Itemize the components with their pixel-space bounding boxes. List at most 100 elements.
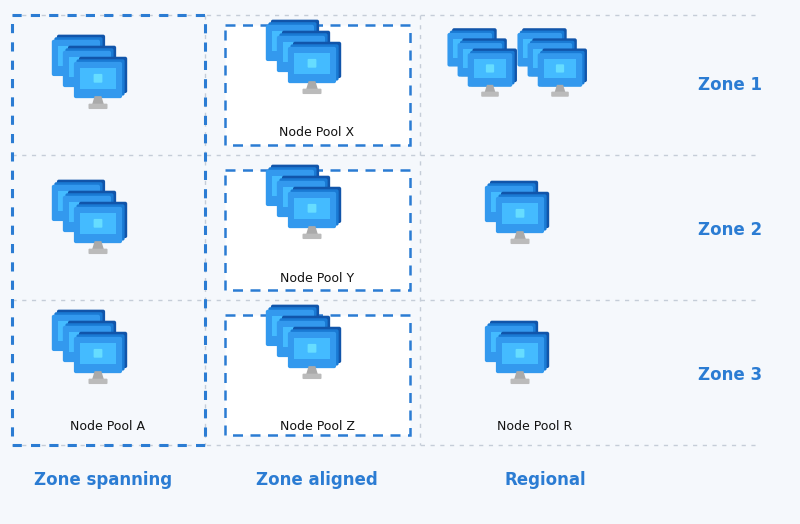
FancyBboxPatch shape (63, 51, 111, 87)
FancyBboxPatch shape (280, 212, 299, 217)
FancyBboxPatch shape (482, 92, 499, 97)
FancyBboxPatch shape (501, 332, 550, 368)
Polygon shape (284, 59, 296, 68)
FancyBboxPatch shape (94, 349, 102, 358)
FancyBboxPatch shape (272, 316, 308, 336)
Polygon shape (92, 241, 104, 249)
Polygon shape (306, 81, 318, 90)
FancyBboxPatch shape (272, 176, 308, 196)
FancyBboxPatch shape (68, 321, 116, 357)
FancyBboxPatch shape (77, 334, 125, 370)
FancyBboxPatch shape (536, 44, 544, 52)
Text: Zone 1: Zone 1 (698, 76, 762, 94)
Polygon shape (554, 85, 566, 93)
FancyBboxPatch shape (54, 312, 102, 348)
FancyBboxPatch shape (468, 53, 512, 87)
FancyBboxPatch shape (286, 182, 294, 191)
FancyBboxPatch shape (294, 53, 330, 73)
FancyBboxPatch shape (94, 74, 102, 83)
Bar (12, 15, 205, 445)
FancyBboxPatch shape (293, 327, 341, 363)
FancyBboxPatch shape (57, 310, 105, 346)
Polygon shape (92, 371, 104, 380)
Text: Zone spanning: Zone spanning (34, 471, 172, 489)
FancyBboxPatch shape (496, 337, 544, 373)
FancyBboxPatch shape (520, 30, 564, 64)
FancyBboxPatch shape (476, 54, 484, 62)
FancyBboxPatch shape (283, 42, 318, 62)
FancyBboxPatch shape (291, 223, 310, 228)
FancyBboxPatch shape (472, 49, 517, 82)
Text: Regional: Regional (504, 471, 586, 489)
FancyBboxPatch shape (82, 208, 91, 216)
Polygon shape (503, 220, 515, 228)
FancyBboxPatch shape (530, 41, 574, 74)
FancyBboxPatch shape (78, 93, 97, 98)
FancyBboxPatch shape (69, 202, 105, 223)
FancyBboxPatch shape (293, 187, 341, 223)
FancyBboxPatch shape (290, 45, 338, 81)
FancyBboxPatch shape (282, 31, 330, 67)
FancyBboxPatch shape (487, 183, 536, 220)
FancyBboxPatch shape (538, 53, 582, 87)
FancyBboxPatch shape (522, 28, 566, 62)
FancyBboxPatch shape (308, 344, 317, 353)
Polygon shape (295, 70, 307, 79)
FancyBboxPatch shape (532, 38, 577, 72)
FancyBboxPatch shape (516, 349, 525, 358)
FancyBboxPatch shape (79, 202, 127, 238)
FancyBboxPatch shape (502, 203, 538, 224)
Polygon shape (474, 75, 486, 82)
FancyBboxPatch shape (286, 322, 294, 331)
FancyBboxPatch shape (283, 327, 318, 347)
FancyBboxPatch shape (531, 71, 549, 77)
FancyBboxPatch shape (471, 81, 489, 86)
FancyBboxPatch shape (78, 237, 97, 243)
FancyBboxPatch shape (518, 33, 562, 67)
FancyBboxPatch shape (66, 193, 114, 230)
FancyBboxPatch shape (462, 38, 507, 72)
FancyBboxPatch shape (283, 187, 318, 208)
FancyBboxPatch shape (485, 186, 533, 222)
FancyBboxPatch shape (516, 209, 525, 217)
FancyBboxPatch shape (293, 42, 341, 78)
Polygon shape (284, 344, 296, 353)
FancyBboxPatch shape (498, 334, 546, 370)
FancyBboxPatch shape (297, 193, 306, 202)
FancyBboxPatch shape (450, 30, 494, 64)
FancyBboxPatch shape (297, 333, 306, 342)
FancyBboxPatch shape (80, 68, 116, 89)
FancyBboxPatch shape (80, 343, 116, 364)
FancyBboxPatch shape (461, 71, 478, 77)
FancyBboxPatch shape (470, 51, 514, 84)
Polygon shape (70, 74, 82, 83)
FancyBboxPatch shape (302, 374, 322, 379)
FancyBboxPatch shape (486, 64, 494, 72)
FancyBboxPatch shape (505, 338, 514, 347)
FancyBboxPatch shape (502, 343, 538, 364)
Polygon shape (464, 64, 475, 72)
FancyBboxPatch shape (57, 180, 105, 216)
FancyBboxPatch shape (69, 332, 105, 353)
Polygon shape (70, 349, 82, 357)
FancyBboxPatch shape (77, 59, 125, 95)
FancyBboxPatch shape (268, 22, 317, 59)
FancyBboxPatch shape (89, 104, 107, 109)
Text: Node Pool Y: Node Pool Y (280, 271, 354, 285)
FancyBboxPatch shape (290, 329, 338, 366)
FancyBboxPatch shape (490, 321, 538, 357)
Text: Node Pool Z: Node Pool Z (279, 420, 354, 433)
FancyBboxPatch shape (266, 170, 314, 206)
FancyBboxPatch shape (498, 194, 546, 231)
FancyBboxPatch shape (74, 337, 122, 373)
FancyBboxPatch shape (291, 363, 310, 368)
FancyBboxPatch shape (271, 304, 319, 341)
FancyBboxPatch shape (271, 19, 319, 56)
FancyBboxPatch shape (74, 207, 122, 243)
Text: Zone 3: Zone 3 (698, 366, 762, 384)
FancyBboxPatch shape (294, 338, 330, 358)
FancyBboxPatch shape (66, 226, 86, 232)
FancyBboxPatch shape (66, 48, 114, 84)
FancyBboxPatch shape (280, 352, 299, 357)
Polygon shape (544, 75, 555, 82)
